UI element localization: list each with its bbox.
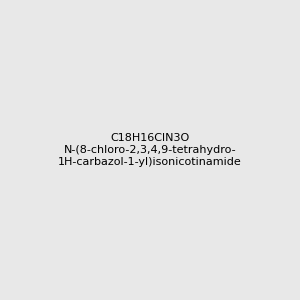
Text: C18H16ClN3O
N-(8-chloro-2,3,4,9-tetrahydro-
1H-carbazol-1-yl)isonicotinamide: C18H16ClN3O N-(8-chloro-2,3,4,9-tetrahyd… — [58, 134, 242, 166]
